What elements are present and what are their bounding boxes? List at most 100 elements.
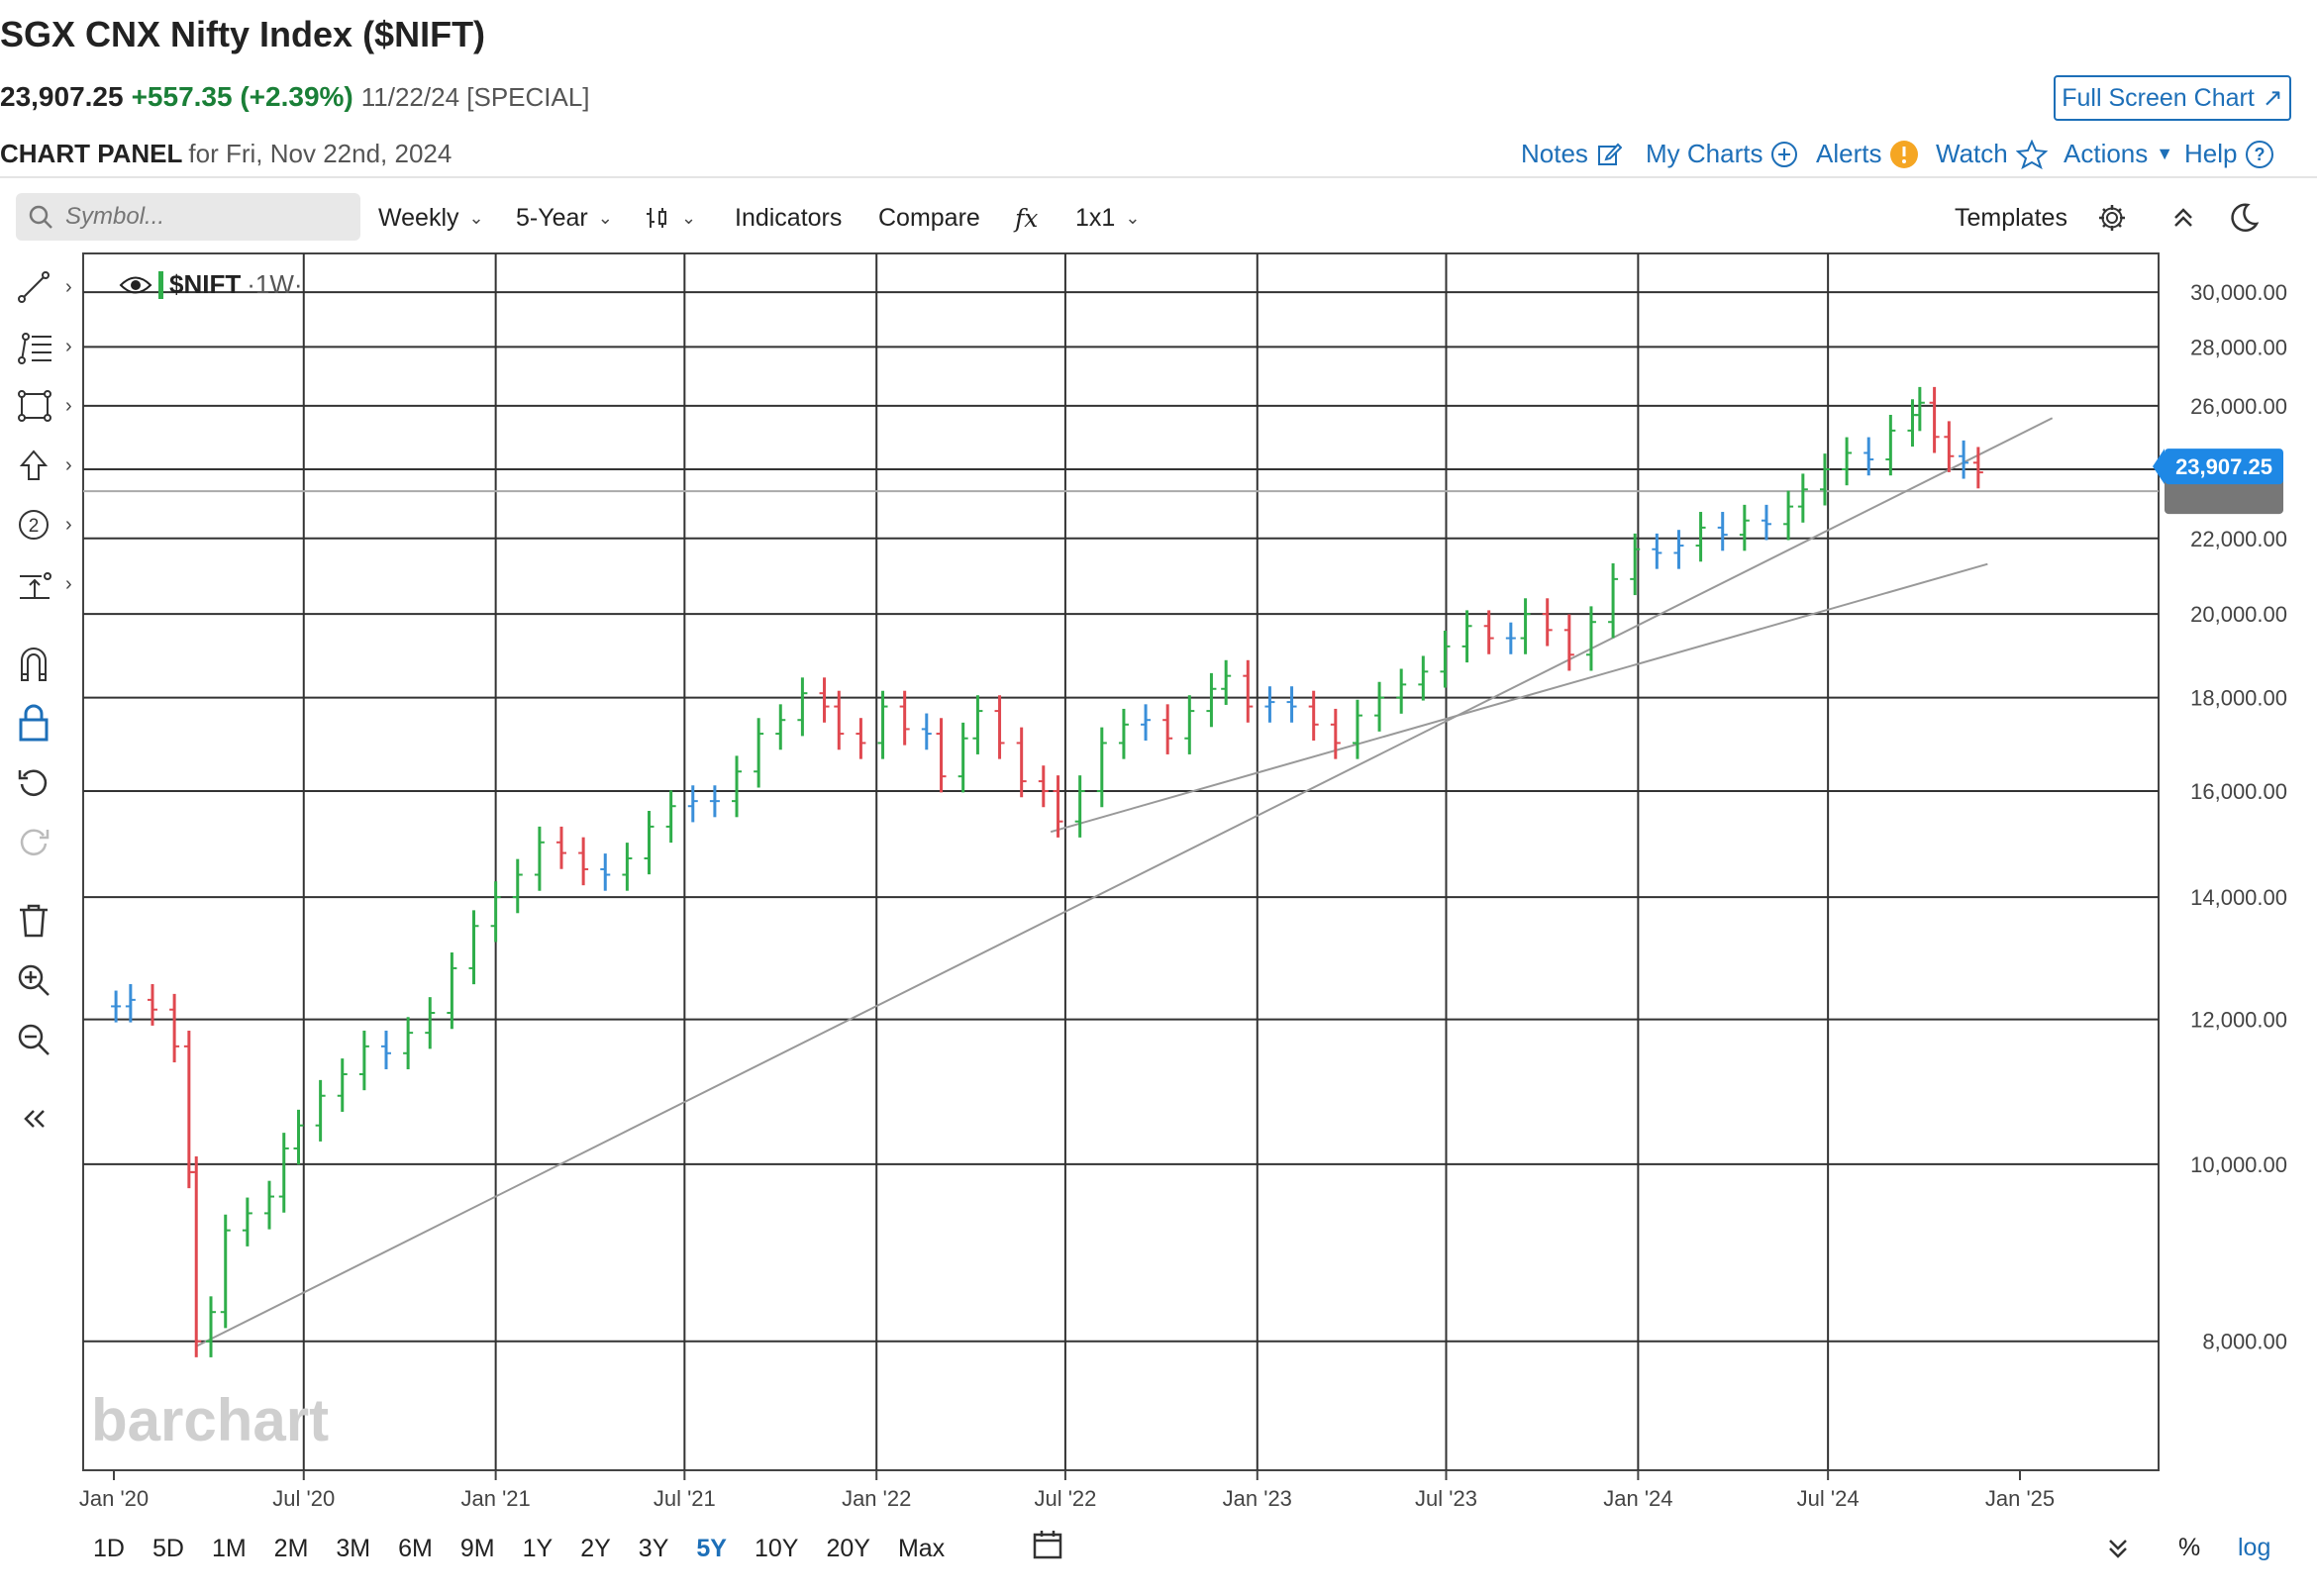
eye-icon[interactable]	[119, 274, 152, 296]
log-toggle[interactable]: log	[2238, 1534, 2271, 1561]
line-tool-button[interactable]: ›	[16, 263, 72, 311]
help-label: Help	[2184, 139, 2238, 168]
watch-label: Watch	[1936, 139, 2008, 168]
magnet-button[interactable]	[16, 640, 71, 687]
barchart-watermark: barchart	[91, 1387, 329, 1453]
last-price-tag: 23,907.25	[2153, 449, 2283, 515]
zoom-in-button[interactable]	[16, 956, 71, 1004]
list-tool-button[interactable]: ›	[16, 323, 72, 370]
help-link[interactable]: Help ?	[2184, 139, 2274, 169]
range-button-10y[interactable]: 10Y	[754, 1534, 799, 1562]
range-button-2m[interactable]: 2M	[273, 1534, 309, 1562]
line-tool-icon	[18, 271, 50, 303]
zoom-in-icon	[18, 964, 50, 996]
range-button-5d[interactable]: 5D	[151, 1534, 184, 1562]
indicators-button[interactable]: Indicators	[735, 198, 842, 238]
expand-arrow-icon: ›	[65, 513, 72, 536]
y-tick-label: 30,000.00	[2190, 280, 2287, 305]
zoom-out-button[interactable]	[16, 1016, 71, 1063]
collapse-bottom-button[interactable]	[2105, 1525, 2131, 1572]
arrow-tool-button[interactable]: ›	[16, 442, 72, 489]
range-select[interactable]: 5-Year ⌄	[516, 198, 613, 238]
marker-tool-button[interactable]: 2 ›	[16, 501, 72, 549]
series-interval: ·1W·	[247, 269, 303, 299]
range-label: 5-Year	[516, 203, 588, 232]
svg-text:?: ?	[2255, 145, 2266, 164]
collapse-header-button[interactable]	[2170, 198, 2196, 238]
delete-button[interactable]	[16, 897, 71, 945]
layout-label: 1x1	[1075, 203, 1116, 232]
percent-toggle[interactable]: %	[2178, 1534, 2201, 1561]
layout-select[interactable]: 1x1 ⌄	[1075, 198, 1140, 238]
full-screen-chart-button[interactable]: Full Screen Chart ↗	[2054, 75, 2291, 121]
alerts-link[interactable]: Alerts	[1816, 139, 1919, 169]
x-tick-label: Jan '21	[460, 1486, 530, 1511]
x-tick-label: Jan '20	[79, 1486, 149, 1511]
alerts-label: Alerts	[1816, 139, 1882, 168]
plot-frame	[82, 252, 2160, 1471]
templates-button[interactable]: Templates	[1955, 198, 2067, 238]
rectangle-tool-icon	[18, 390, 51, 422]
range-button-5y[interactable]: 5Y	[696, 1534, 727, 1562]
symbol-search[interactable]	[16, 193, 360, 241]
magnet-icon	[21, 648, 47, 681]
collapse-sidebar-icon	[24, 1110, 45, 1128]
calendar-icon	[1033, 1531, 1062, 1559]
x-tick-label: Jul '22	[1034, 1486, 1096, 1511]
series-color-swatch	[158, 270, 163, 299]
y-tick-label: 12,000.00	[2190, 1008, 2287, 1033]
measure-tool-button[interactable]: ›	[16, 560, 72, 608]
watch-link[interactable]: Watch	[1936, 139, 2048, 169]
lock-button[interactable]	[16, 699, 71, 747]
range-button-1m[interactable]: 1M	[211, 1534, 247, 1562]
range-button-6m[interactable]: 6M	[398, 1534, 433, 1562]
external-arrow-icon: ↗	[2262, 84, 2283, 112]
undo-button[interactable]	[16, 758, 71, 806]
y-tick-label: 22,000.00	[2190, 527, 2287, 551]
search-icon	[29, 205, 52, 229]
range-button-3y[interactable]: 3Y	[638, 1534, 669, 1562]
my-charts-link[interactable]: My Charts	[1646, 139, 1798, 169]
range-button-1y[interactable]: 1Y	[522, 1534, 554, 1562]
notes-link[interactable]: Notes	[1521, 139, 1622, 169]
expand-arrow-icon: ›	[65, 453, 72, 476]
undo-icon	[18, 769, 48, 796]
alert-icon	[1890, 140, 1919, 168]
chart-type-select[interactable]: ⌄	[644, 198, 696, 238]
moon-icon	[2231, 203, 2260, 233]
price-tag-label: 23,907.25	[2175, 454, 2272, 479]
compare-button[interactable]: Compare	[878, 198, 980, 238]
series-legend[interactable]: $NIFT ·1W·	[119, 269, 303, 300]
price-tag-box	[2165, 449, 2283, 485]
edit-icon	[1597, 143, 1622, 165]
x-tick-label: Jan '25	[1985, 1486, 2055, 1511]
y-tick-label: 16,000.00	[2190, 779, 2287, 804]
rectangle-tool-button[interactable]: ›	[16, 382, 72, 430]
search-input[interactable]	[63, 202, 345, 232]
zoom-out-icon	[18, 1024, 50, 1055]
range-button-20y[interactable]: 20Y	[826, 1534, 870, 1562]
price-change: +557.35 (+2.39%)	[131, 81, 353, 112]
range-button-3m[interactable]: 3M	[336, 1534, 371, 1562]
collapse-sidebar-button[interactable]	[16, 1095, 71, 1143]
range-button-1d[interactable]: 1D	[93, 1534, 125, 1562]
period-select[interactable]: Weekly ⌄	[378, 198, 484, 238]
double-chevron-down-icon	[2109, 1540, 2127, 1558]
actions-menu[interactable]: Actions ▼	[2064, 139, 2173, 169]
y-tick-label: 8,000.00	[2202, 1330, 2287, 1354]
expand-arrow-icon: ›	[65, 572, 72, 595]
range-button-9m[interactable]: 9M	[459, 1534, 495, 1562]
chevron-down-icon: ⌄	[597, 207, 613, 228]
x-tick-label: Jul '24	[1797, 1486, 1860, 1511]
settings-button[interactable]	[2097, 198, 2127, 238]
star-icon	[2015, 139, 2048, 169]
dark-mode-toggle[interactable]	[2228, 198, 2260, 238]
range-button-2y[interactable]: 2Y	[580, 1534, 611, 1562]
redo-button[interactable]	[16, 818, 71, 865]
price-chart[interactable]: barchart 30,000.0028,000.0026,000.0022,0…	[0, 248, 2317, 1525]
fx-button[interactable]: fx	[1015, 198, 1038, 238]
calendar-button[interactable]	[1032, 1529, 1063, 1565]
page-title: SGX CNX Nifty Index ($NIFT)	[0, 14, 486, 54]
list-tool-icon	[18, 333, 51, 364]
range-button-max[interactable]: Max	[897, 1534, 946, 1562]
